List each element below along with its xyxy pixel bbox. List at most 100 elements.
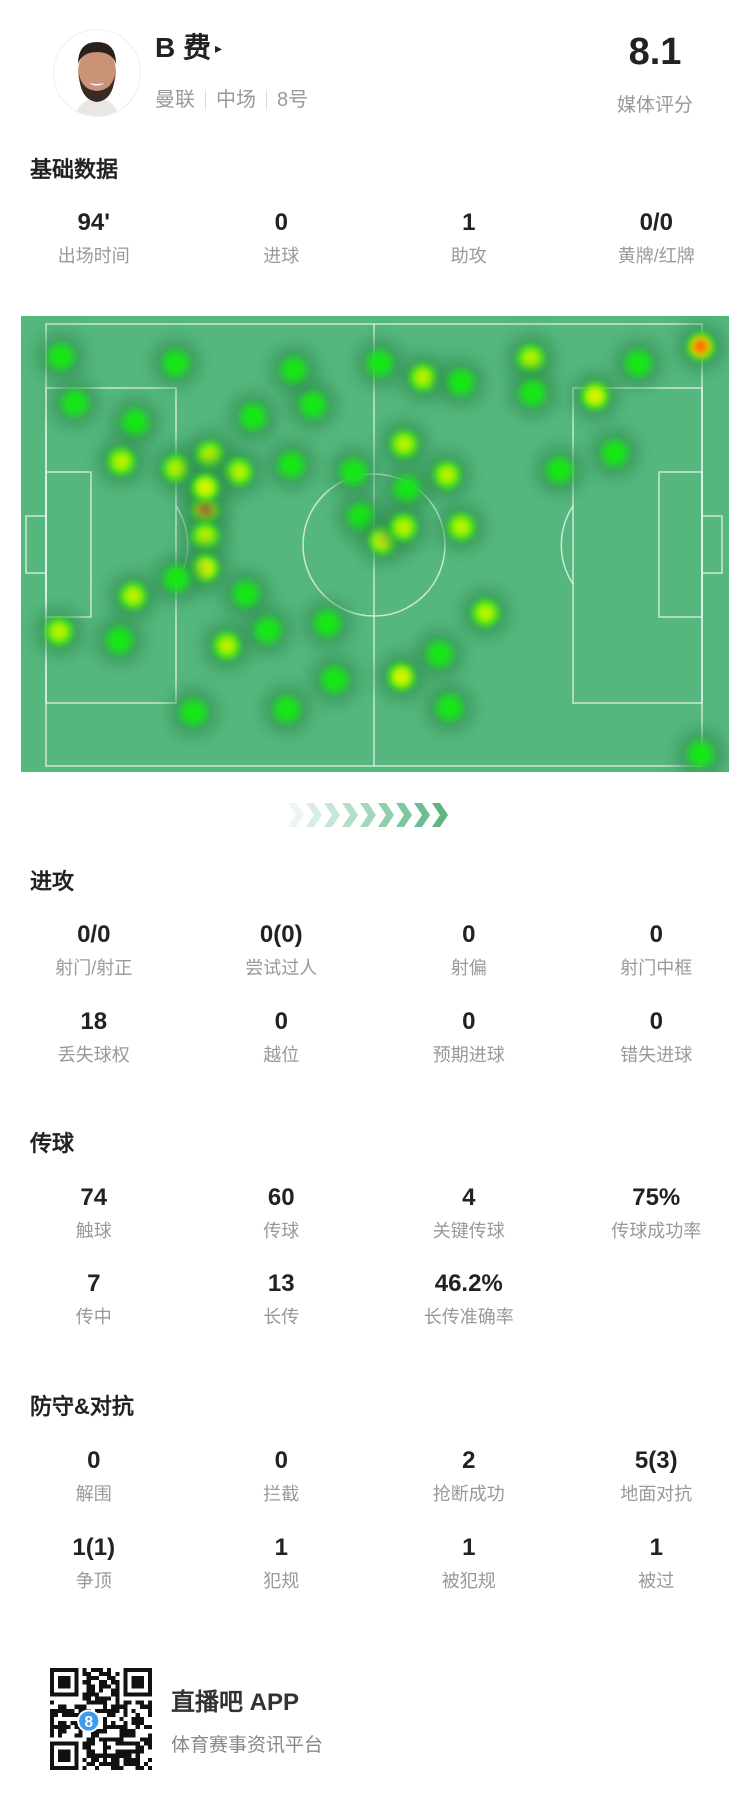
qr-module bbox=[78, 1733, 83, 1738]
heat-spot bbox=[149, 337, 202, 390]
heat-spot bbox=[413, 628, 466, 681]
heat-spot bbox=[179, 461, 232, 514]
qr-module bbox=[115, 1757, 120, 1762]
heat-spot-core bbox=[340, 459, 367, 486]
qr-module bbox=[62, 1708, 67, 1713]
stat-value: 5(3) bbox=[634, 1447, 678, 1474]
heat-spot-core bbox=[278, 451, 305, 478]
heat-spot-mid bbox=[217, 635, 238, 656]
stat-label: 被过 bbox=[638, 1571, 675, 1591]
qr-module bbox=[62, 1721, 67, 1726]
qr-module bbox=[135, 1753, 140, 1758]
defense-stats-row-1: 0 解围 0 拦截 2 抢断成功 5(3) 地面对抗 bbox=[0, 1446, 750, 1506]
qr-module bbox=[58, 1704, 63, 1709]
stat-label: 助攻 bbox=[450, 246, 487, 266]
qr-module bbox=[58, 1725, 63, 1730]
player-name[interactable]: B 费 ▸ bbox=[155, 30, 222, 66]
section-title-defense: 防守&对抗 bbox=[30, 1394, 134, 1419]
qr-module bbox=[103, 1745, 108, 1750]
qr-module bbox=[107, 1753, 112, 1758]
heat-spot-warm bbox=[588, 389, 603, 404]
qr-module bbox=[115, 1688, 120, 1693]
qr-module bbox=[115, 1680, 120, 1685]
qr-module bbox=[94, 1729, 99, 1734]
qr-module bbox=[135, 1725, 140, 1730]
heat-spot-core bbox=[601, 440, 628, 467]
stat-crosses: 7 传中 bbox=[0, 1269, 188, 1329]
qr-module bbox=[82, 1757, 87, 1762]
heat-spot-core bbox=[519, 379, 546, 406]
qr-module bbox=[98, 1737, 104, 1742]
qr-finder bbox=[123, 1668, 152, 1697]
qr-module bbox=[94, 1692, 99, 1697]
qr-module bbox=[90, 1700, 95, 1705]
stat-value: 18 bbox=[80, 1008, 108, 1035]
qr-module bbox=[123, 1708, 128, 1713]
heat-spot bbox=[377, 501, 430, 554]
stat-value: 0 bbox=[274, 1008, 288, 1035]
play-arrow-icon[interactable]: ▸ bbox=[215, 40, 223, 56]
qr-module bbox=[94, 1753, 99, 1758]
app-tagline: 体育赛事资讯平台 bbox=[171, 1735, 324, 1756]
qr-finder bbox=[50, 1668, 79, 1697]
heat-spot-core bbox=[122, 409, 149, 436]
heat-spot bbox=[612, 337, 665, 390]
qr-module bbox=[143, 1741, 148, 1746]
heat-spot bbox=[95, 435, 148, 488]
qr-module bbox=[50, 1721, 55, 1726]
qr-module bbox=[115, 1753, 120, 1758]
stat-offsides: 0 越位 bbox=[188, 1007, 376, 1067]
qr-module bbox=[82, 1741, 87, 1746]
qr-module bbox=[66, 1712, 71, 1717]
team-name: 曼联 bbox=[155, 89, 195, 111]
qr-module bbox=[123, 1749, 128, 1754]
player-photo bbox=[54, 30, 140, 116]
qr-module bbox=[111, 1680, 116, 1685]
qr-module bbox=[123, 1712, 128, 1717]
chevron-right-icon bbox=[342, 803, 358, 827]
stat-label: 丢失球权 bbox=[57, 1045, 130, 1065]
stat-cards: 0/0 黄牌/红牌 bbox=[563, 208, 750, 268]
qr-module bbox=[98, 1761, 104, 1766]
heat-spot-mid bbox=[195, 526, 216, 547]
qr-finder-center bbox=[58, 1676, 71, 1689]
heat-spot bbox=[201, 619, 254, 672]
qr-module bbox=[123, 1729, 128, 1734]
penalty-arc-right bbox=[560, 505, 574, 585]
qr-module bbox=[115, 1725, 120, 1730]
qr-module bbox=[86, 1672, 91, 1677]
chevron-right-icon bbox=[378, 803, 394, 827]
attack-stats-row-1: 0/0 射门/射正 0(0) 尝试过人 0 射偏 0 射门中框 bbox=[0, 920, 750, 980]
qr-module bbox=[147, 1704, 152, 1709]
qr-finder-center bbox=[58, 1749, 71, 1762]
qr-module bbox=[54, 1725, 59, 1730]
stat-label: 尝试过人 bbox=[245, 958, 318, 978]
stat-passes: 60 传球 bbox=[188, 1183, 376, 1243]
qr-module bbox=[103, 1680, 108, 1685]
qr-module bbox=[139, 1737, 144, 1742]
qr-module bbox=[115, 1700, 120, 1705]
chevron-right-icon bbox=[306, 803, 322, 827]
qr-module bbox=[98, 1668, 104, 1673]
qr-module bbox=[90, 1668, 95, 1673]
qr-module bbox=[147, 1725, 152, 1730]
qr-module bbox=[115, 1672, 120, 1677]
qr-module bbox=[98, 1672, 104, 1677]
qr-module bbox=[90, 1688, 95, 1693]
qr-module bbox=[86, 1696, 91, 1701]
stat-value: 4 bbox=[462, 1184, 476, 1211]
heat-spot bbox=[327, 446, 380, 499]
qr-module bbox=[131, 1721, 136, 1726]
qr-module bbox=[111, 1757, 116, 1762]
qr-module bbox=[127, 1741, 132, 1746]
qr-module bbox=[98, 1708, 104, 1713]
qr-module bbox=[58, 1721, 63, 1726]
stat-tackles-won: 2 抢断成功 bbox=[375, 1446, 563, 1506]
heat-spot-peak bbox=[696, 342, 705, 351]
stat-value: 0 bbox=[274, 1447, 288, 1474]
stat-woodwork: 0 射门中框 bbox=[563, 920, 750, 980]
heat-spot bbox=[286, 378, 339, 431]
heat-spot-mid bbox=[394, 434, 415, 455]
qr-module bbox=[58, 1708, 63, 1713]
qr-module bbox=[66, 1708, 71, 1713]
